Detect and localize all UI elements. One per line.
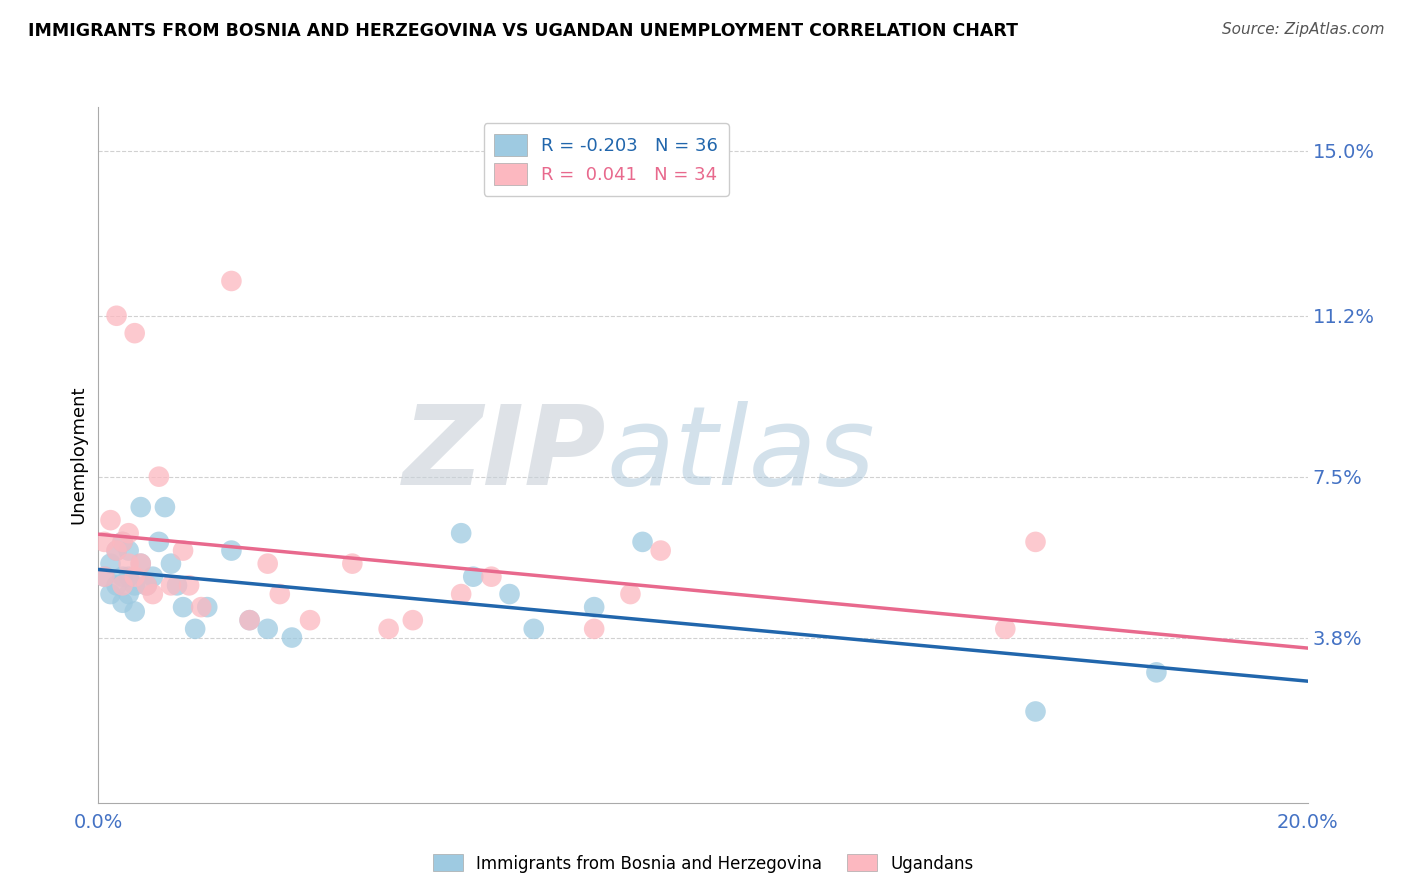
Point	[239, 613, 262, 627]
Point	[631, 535, 654, 549]
Point	[239, 613, 262, 627]
Point	[105, 309, 128, 323]
Point	[299, 613, 322, 627]
Point	[111, 596, 134, 610]
Point	[105, 543, 128, 558]
Point	[129, 557, 152, 571]
Point	[111, 578, 134, 592]
Point	[281, 631, 304, 645]
Point	[221, 543, 243, 558]
Point	[148, 535, 170, 549]
Point	[1024, 535, 1046, 549]
Y-axis label: Unemployment: Unemployment	[69, 385, 87, 524]
Point	[118, 587, 141, 601]
Text: ZIP: ZIP	[402, 401, 606, 508]
Point	[153, 500, 176, 514]
Point	[124, 326, 146, 341]
Point	[172, 600, 194, 615]
Point	[402, 613, 425, 627]
Point	[160, 578, 183, 592]
Point	[118, 543, 141, 558]
Point	[523, 622, 546, 636]
Point	[256, 622, 278, 636]
Point	[583, 600, 606, 615]
Point	[135, 578, 157, 592]
Point	[105, 578, 128, 592]
Point	[498, 587, 520, 601]
Point	[481, 570, 503, 584]
Point	[124, 605, 146, 619]
Point	[124, 578, 146, 592]
Point	[93, 570, 115, 584]
Legend: R = -0.203   N = 36, R =  0.041   N = 34: R = -0.203 N = 36, R = 0.041 N = 34	[484, 123, 728, 196]
Point	[1144, 665, 1167, 680]
Point	[100, 513, 122, 527]
Point	[256, 557, 278, 571]
Point	[342, 557, 364, 571]
Point	[105, 543, 128, 558]
Point	[450, 587, 472, 601]
Point	[583, 622, 606, 636]
Point	[142, 587, 165, 601]
Point	[184, 622, 207, 636]
Point	[994, 622, 1017, 636]
Point	[129, 557, 152, 571]
Point	[177, 578, 201, 592]
Point	[221, 274, 243, 288]
Point	[377, 622, 399, 636]
Point	[129, 500, 152, 514]
Text: atlas: atlas	[606, 401, 875, 508]
Point	[93, 570, 115, 584]
Point	[160, 557, 183, 571]
Point	[463, 570, 485, 584]
Point	[166, 578, 188, 592]
Point	[111, 535, 134, 549]
Point	[1024, 705, 1046, 719]
Point	[269, 587, 291, 601]
Point	[124, 570, 146, 584]
Point	[172, 543, 194, 558]
Point	[100, 557, 122, 571]
Point	[118, 557, 141, 571]
Point	[142, 570, 165, 584]
Point	[195, 600, 218, 615]
Text: Source: ZipAtlas.com: Source: ZipAtlas.com	[1222, 22, 1385, 37]
Point	[148, 469, 170, 483]
Text: IMMIGRANTS FROM BOSNIA AND HERZEGOVINA VS UGANDAN UNEMPLOYMENT CORRELATION CHART: IMMIGRANTS FROM BOSNIA AND HERZEGOVINA V…	[28, 22, 1018, 40]
Legend: Immigrants from Bosnia and Herzegovina, Ugandans: Immigrants from Bosnia and Herzegovina, …	[426, 847, 980, 880]
Point	[93, 535, 115, 549]
Point	[118, 570, 141, 584]
Point	[619, 587, 641, 601]
Point	[111, 570, 134, 584]
Point	[118, 526, 141, 541]
Point	[100, 587, 122, 601]
Point	[111, 535, 134, 549]
Point	[190, 600, 212, 615]
Point	[650, 543, 672, 558]
Point	[135, 578, 157, 592]
Point	[450, 526, 472, 541]
